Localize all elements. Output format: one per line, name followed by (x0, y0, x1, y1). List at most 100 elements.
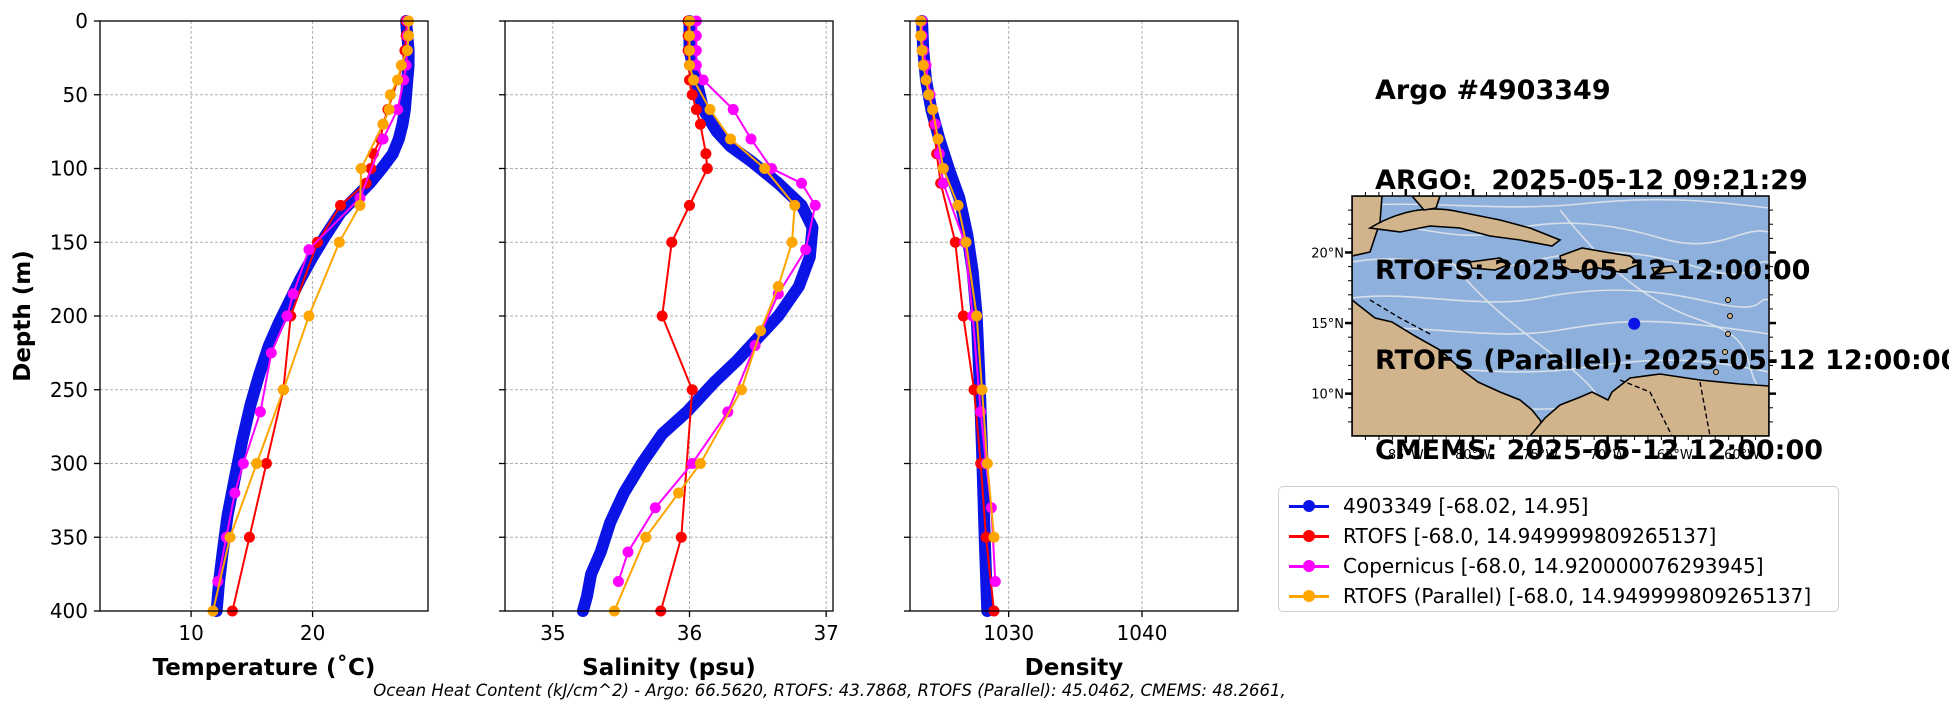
data-point-copernicus (612, 576, 624, 587)
land-island (1725, 331, 1731, 337)
y-axis-label: Depth (m) (10, 250, 36, 382)
legend: 4903349 [-68.02, 14.95] RTOFS [-68.0, 14… (1278, 486, 1839, 612)
data-point-rtofs-parallel (383, 104, 395, 115)
data-point-rtofs-parallel (401, 45, 413, 56)
data-point-rtofs (684, 199, 695, 211)
data-point-copernicus (800, 244, 812, 256)
data-point-copernicus (287, 288, 299, 300)
data-point-rtofs-parallel (395, 59, 407, 71)
data-point-copernicus (649, 502, 661, 514)
data-point-rtofs-parallel (704, 104, 716, 115)
y-tick-label: 100 (50, 157, 88, 181)
data-point-copernicus (229, 487, 241, 499)
series-rtofs (226, 15, 412, 617)
data-point-rtofs (666, 236, 678, 248)
x-axis-label: Salinity (psu) (582, 655, 756, 681)
land-island (1725, 297, 1731, 303)
data-point-rtofs-parallel (920, 74, 932, 86)
land-yucatan (1352, 196, 1383, 257)
data-point-copernicus (392, 104, 404, 115)
data-point-rtofs (656, 310, 668, 322)
data-point-rtofs-parallel (981, 458, 993, 469)
x-tick-label: 36 (677, 621, 702, 645)
y-tick-label: 300 (50, 452, 88, 476)
title-line-parallel-time: RTOFS (Parallel): 2025-05-12 12:00:00 (1375, 345, 1949, 376)
data-point-rtofs-parallel (640, 531, 652, 543)
data-point-rtofs-parallel (976, 384, 988, 396)
profile-panels: 0 50 100 150 200 250 300 350 400 10 20 Temperature … (10, 9, 1239, 681)
data-point-rtofs-parallel (384, 89, 396, 101)
data-point-rtofs-parallel (927, 104, 939, 115)
data-point-rtofs (980, 531, 992, 543)
data-point-copernicus (697, 74, 709, 86)
data-point-copernicus (265, 347, 277, 359)
data-point-rtofs-parallel (772, 281, 784, 292)
title-line-cmems-time: CMEMS: 2025-05-12 12:00:00 (1375, 435, 1824, 466)
series-line-4903349 (576, 15, 819, 617)
border-line (1369, 299, 1431, 335)
data-point-rtofs-parallel (355, 163, 367, 174)
data-point-rtofs-parallel (694, 458, 706, 469)
legend-marker-argo (1289, 496, 1329, 516)
data-point-rtofs-parallel (673, 487, 685, 499)
legend-marker-copernicus (1289, 556, 1329, 576)
data-point-rtofs-parallel (937, 163, 949, 174)
data-point-rtofs-parallel (303, 310, 315, 322)
data-point-copernicus (237, 458, 249, 469)
y-tick-label: 250 (50, 378, 88, 402)
land-jamaica (1468, 257, 1512, 271)
data-point-rtofs (694, 118, 706, 130)
ocean-heat-content-footer: Ocean Heat Content (kJ/cm^2) - Argo: 66.… (0, 681, 1949, 700)
data-point-rtofs-parallel (755, 325, 767, 337)
data-point-rtofs (243, 531, 255, 543)
border-line (1619, 379, 1673, 436)
data-point-copernicus (937, 177, 949, 189)
legend-label-argo: 4903349 [-68.02, 14.95] (1343, 494, 1589, 518)
land-cuba (1367, 208, 1562, 247)
data-point-rtofs-parallel (789, 199, 801, 211)
data-point-copernicus (303, 244, 315, 256)
x-axis-label: Temperature (˚C) (153, 654, 376, 681)
data-point-copernicus (809, 199, 821, 211)
data-point-rtofs (686, 89, 698, 101)
axes-frame (99, 20, 429, 612)
x-tick-label: 35 (540, 621, 565, 645)
y-tick-label: 50 (63, 83, 88, 107)
legend-entry-copernicus: Copernicus [-68.0, 14.920000076293945] (1289, 551, 1838, 581)
data-point-rtofs-parallel (759, 163, 771, 174)
data-point-rtofs-parallel (932, 133, 944, 145)
data-point-copernicus (281, 310, 293, 322)
plot-title: Argo #4903349 ARGO: 2025-05-12 09:21:29 … (1375, 16, 1949, 496)
x-tick-label: 1030 (983, 621, 1034, 645)
land-island (1713, 369, 1719, 375)
data-point-copernicus (377, 133, 389, 145)
series-rtofs-parallel (207, 15, 415, 617)
data-point-copernicus (796, 177, 808, 189)
x-tick-label: 20 (300, 621, 325, 645)
data-point-copernicus (254, 406, 266, 418)
panel-salinity-psu: 35 36 37 Salinity (psu) (499, 15, 839, 681)
land-hispaniola (1559, 247, 1642, 273)
ocean-heat-content-text: Ocean Heat Content (kJ/cm^2) - Argo: 66.… (373, 681, 1286, 700)
series-rtofs-parallel (608, 15, 801, 617)
data-point-rtofs-parallel (725, 133, 736, 145)
data-point-rtofs-parallel (333, 236, 345, 248)
legend-entry-rtofs: RTOFS [-68.0, 14.949999809265137] (1289, 521, 1838, 551)
map-lon-label: 75°W (1522, 448, 1558, 463)
data-point-rtofs (335, 199, 347, 211)
data-point-rtofs-parallel (917, 59, 929, 71)
data-point-rtofs-parallel (735, 384, 747, 396)
data-point-rtofs-parallel (916, 45, 928, 56)
y-tick-label: 350 (50, 525, 88, 549)
data-point-rtofs-parallel (915, 30, 927, 42)
data-point-rtofs-parallel (354, 199, 366, 211)
data-point-rtofs-parallel (988, 531, 1000, 543)
land-south-america (1528, 373, 1769, 436)
data-point-copernicus (727, 104, 739, 115)
legend-marker-rtofs (1289, 526, 1329, 546)
legend-label-rtofs-parallel: RTOFS (Parallel) [-68.0, 14.949999809265… (1343, 584, 1812, 608)
data-point-rtofs (700, 148, 712, 160)
legend-label-copernicus: Copernicus [-68.0, 14.920000076293945] (1343, 554, 1764, 578)
legend-entry-rtofs-parallel: RTOFS (Parallel) [-68.0, 14.949999809265… (1289, 581, 1838, 611)
